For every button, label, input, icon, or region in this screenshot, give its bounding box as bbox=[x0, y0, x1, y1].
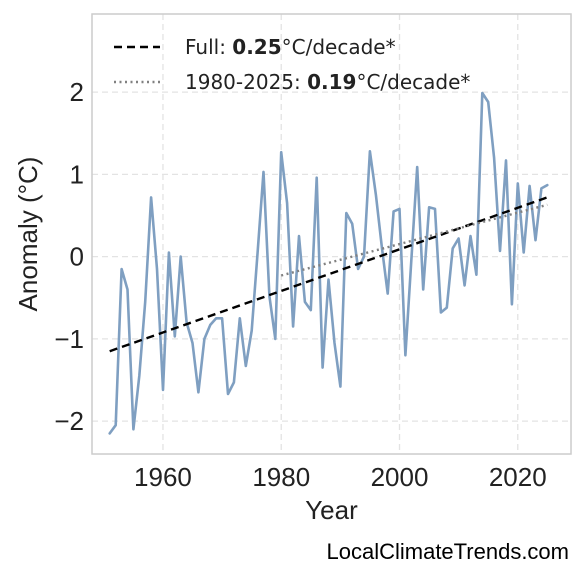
tick-labels: 1960 1980 2000 2020 2 1 0 −1 −2 bbox=[54, 77, 546, 492]
y-axis-label: Anomaly (°C) bbox=[13, 157, 43, 312]
x-tick-label: 1960 bbox=[134, 462, 192, 492]
legend: Full: 0.25°C/decade* 1980-2025: 0.19°C/de… bbox=[114, 35, 470, 94]
y-tick-label: −2 bbox=[54, 406, 84, 436]
y-tick-label: −1 bbox=[54, 324, 84, 354]
anomaly-series-line bbox=[108, 91, 549, 435]
legend-label: 1980-2025: 0.19°C/decade* bbox=[185, 70, 470, 94]
x-tick-label: 1980 bbox=[252, 462, 310, 492]
legend-label: Full: 0.25°C/decade* bbox=[185, 35, 396, 59]
legend-item-full: Full: 0.25°C/decade* bbox=[114, 35, 396, 59]
x-axis-label: Year bbox=[305, 495, 358, 525]
y-tick-label: 0 bbox=[70, 242, 84, 272]
plot-frame bbox=[91, 13, 572, 455]
y-tick-label: 1 bbox=[70, 159, 84, 189]
series-layer bbox=[108, 91, 549, 435]
y-tick-label: 2 bbox=[70, 77, 84, 107]
credit-text: LocalClimateTrends.com bbox=[326, 539, 570, 564]
x-tick-label: 2000 bbox=[371, 462, 429, 492]
full-trend-line bbox=[109, 196, 548, 353]
legend-item-recent: 1980-2025: 0.19°C/decade* bbox=[114, 70, 470, 94]
x-tick-label: 2020 bbox=[489, 462, 547, 492]
recent-trend-line bbox=[280, 203, 548, 277]
